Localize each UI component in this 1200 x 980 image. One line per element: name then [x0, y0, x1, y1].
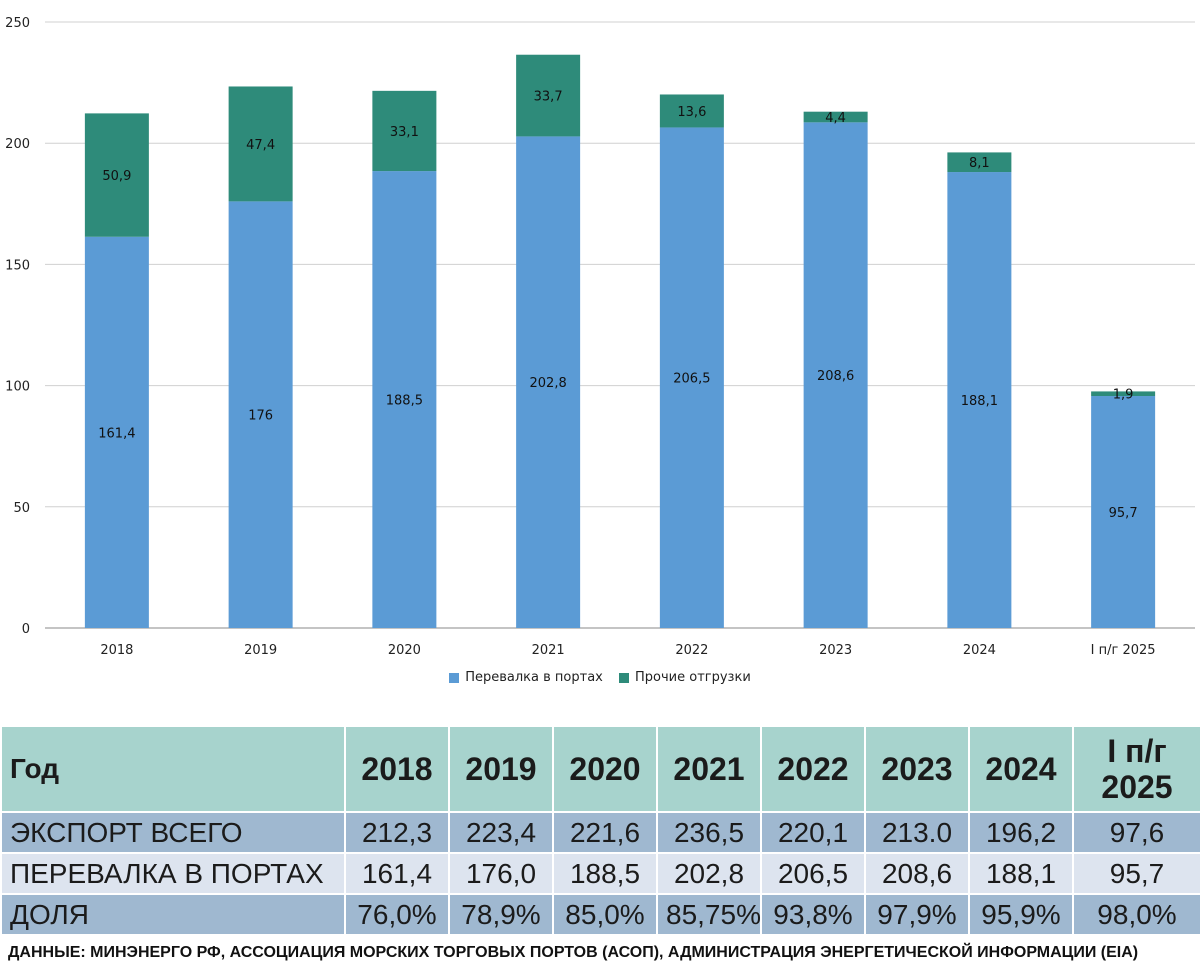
y-tick-label: 250	[5, 16, 30, 31]
table-cell: 95,9%	[968, 893, 1074, 936]
data-label: 202,8	[530, 376, 567, 391]
legend-label-other: Прочие отгрузки	[635, 670, 751, 685]
chart-legend: Перевалка в портах Прочие отгрузки	[0, 670, 1200, 687]
y-tick-label: 150	[5, 258, 30, 273]
table-cell: 97,6	[1072, 811, 1200, 854]
table-cell: 213.0	[864, 811, 970, 854]
data-label: 50,9	[102, 169, 131, 184]
bar-segment-other	[516, 54, 581, 137]
table-cell: 161,4	[344, 852, 450, 895]
table-header-row: Год 2018 2019 2020 2021 2022 2023 2024 I…	[0, 725, 1200, 813]
bar-segment-other	[1091, 391, 1156, 397]
data-label: 188,5	[386, 394, 423, 409]
legend-item-other: Прочие отгрузки	[619, 670, 751, 685]
table-cell: 202,8	[656, 852, 762, 895]
x-tick-label: 2018	[100, 643, 133, 658]
data-label: 208,6	[817, 369, 854, 384]
source-note: ДАННЫЕ: МИНЭНЕРГО РФ, АССОЦИАЦИЯ МОРСКИХ…	[8, 944, 1139, 961]
table-cell: 220,1	[760, 811, 866, 854]
y-tick-label: 0	[22, 622, 30, 637]
data-label: 161,4	[98, 426, 135, 441]
data-label: 13,6	[677, 105, 706, 120]
y-tick-label: 50	[13, 501, 30, 516]
bar-segment-ports	[84, 236, 149, 628]
x-tick-label: 2021	[532, 643, 565, 658]
header-cell: 2018	[344, 725, 450, 813]
table-cell: 212,3	[344, 811, 450, 854]
row-label: ПЕРЕВАЛКА В ПОРТАХ	[0, 852, 346, 895]
bar-segment-other	[947, 152, 1012, 173]
x-tick-label: 2019	[244, 643, 277, 658]
table-cell: 208,6	[864, 852, 970, 895]
data-label: 95,7	[1109, 506, 1138, 521]
header-cell: 2024	[968, 725, 1074, 813]
table-cell: 221,6	[552, 811, 658, 854]
data-label: 33,7	[534, 90, 563, 105]
x-tick-label: I п/г 2025	[1091, 643, 1156, 658]
bar-segment-ports	[372, 171, 437, 629]
bar-segment-ports	[947, 172, 1012, 628]
table-cell: 206,5	[760, 852, 866, 895]
legend-item-ports: Перевалка в портах	[449, 670, 603, 685]
table-cell: 236,5	[656, 811, 762, 854]
table-cell: 97,9%	[864, 893, 970, 936]
x-tick-label: 2023	[819, 643, 852, 658]
table-cell: 188,5	[552, 852, 658, 895]
export-data-table: Год 2018 2019 2020 2021 2022 2023 2024 I…	[0, 725, 1200, 936]
data-label: 33,1	[390, 125, 419, 140]
header-cell: 2023	[864, 725, 970, 813]
header-cell: 2021	[656, 725, 762, 813]
legend-swatch-ports	[449, 672, 460, 683]
table-cell: 93,8%	[760, 893, 866, 936]
header-cell: 2019	[448, 725, 554, 813]
chart-area: 0 50 100 150 200 250 161,4 50,9 2018 176 47,4 2019 1…	[0, 16, 1200, 687]
bar-segment-other	[372, 90, 437, 172]
bar-segment-ports	[659, 127, 724, 628]
stacked-bar-chart: 0 50 100 150 200 250 161,4 50,9 2018 176 47,4 2019 1…	[5, 16, 1195, 658]
y-tick-label: 200	[5, 137, 30, 152]
x-tick-label: 2024	[963, 643, 996, 658]
row-label: ЭКСПОРТ ВСЕГО	[0, 811, 346, 854]
bar-segment-other	[228, 86, 293, 202]
legend-label-ports: Перевалка в портах	[465, 670, 603, 685]
table-cell: 196,2	[968, 811, 1074, 854]
table-row: ДОЛЯ 76,0% 78,9% 85,0% 85,75% 93,8% 97,9…	[0, 893, 1200, 936]
y-tick-label: 100	[5, 380, 30, 395]
bar-segment-ports	[803, 122, 868, 628]
data-label: 206,5	[673, 372, 710, 387]
bar-segment-other	[659, 94, 724, 128]
table-cell: 176,0	[448, 852, 554, 895]
table-cell: 95,7	[1072, 852, 1200, 895]
bar-segment-ports	[1091, 396, 1156, 628]
data-label: 176	[248, 409, 273, 424]
header-cell: 2022	[760, 725, 866, 813]
bar-segment-other	[84, 113, 149, 237]
table-cell: 223,4	[448, 811, 554, 854]
table-cell: 85,75%	[656, 893, 762, 936]
data-label: 4,4	[825, 111, 846, 126]
data-label: 8,1	[969, 156, 990, 171]
data-label: 188,1	[961, 394, 998, 409]
table-cell: 188,1	[968, 852, 1074, 895]
table-cell: 85,0%	[552, 893, 658, 936]
table-cell: 98,0%	[1072, 893, 1200, 936]
x-tick-label: 2022	[675, 643, 708, 658]
bar-segment-ports	[228, 201, 293, 628]
bar-segment-other	[803, 111, 868, 123]
data-label: 47,4	[246, 138, 275, 153]
data-label: 1,9	[1113, 388, 1134, 403]
legend-swatch-other	[619, 672, 630, 683]
header-cell: I п/г 2025	[1072, 725, 1200, 813]
row-label: ДОЛЯ	[0, 893, 346, 936]
table-cell: 78,9%	[448, 893, 554, 936]
table-row: ЭКСПОРТ ВСЕГО 212,3 223,4 221,6 236,5 22…	[0, 811, 1200, 854]
x-tick-label: 2020	[388, 643, 421, 658]
table-cell: 76,0%	[344, 893, 450, 936]
header-cell: 2020	[552, 725, 658, 813]
bar-segment-ports	[516, 136, 581, 629]
header-cell: Год	[0, 725, 346, 813]
table-row: ПЕРЕВАЛКА В ПОРТАХ 161,4 176,0 188,5 202…	[0, 852, 1200, 895]
